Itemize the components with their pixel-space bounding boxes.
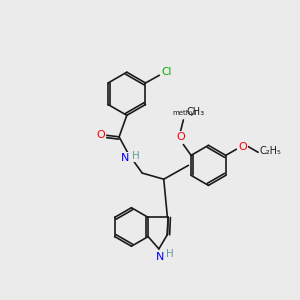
Text: Cl: Cl xyxy=(162,67,172,77)
Text: H: H xyxy=(166,249,173,259)
Text: N: N xyxy=(156,252,165,262)
Text: O: O xyxy=(238,142,247,152)
Text: O: O xyxy=(176,132,185,142)
Text: O: O xyxy=(96,130,105,140)
Text: CH₃: CH₃ xyxy=(187,107,205,117)
Text: methyl: methyl xyxy=(173,110,197,116)
Text: H: H xyxy=(132,151,140,161)
Text: C₂H₅: C₂H₅ xyxy=(260,146,281,156)
Text: N: N xyxy=(121,153,129,164)
